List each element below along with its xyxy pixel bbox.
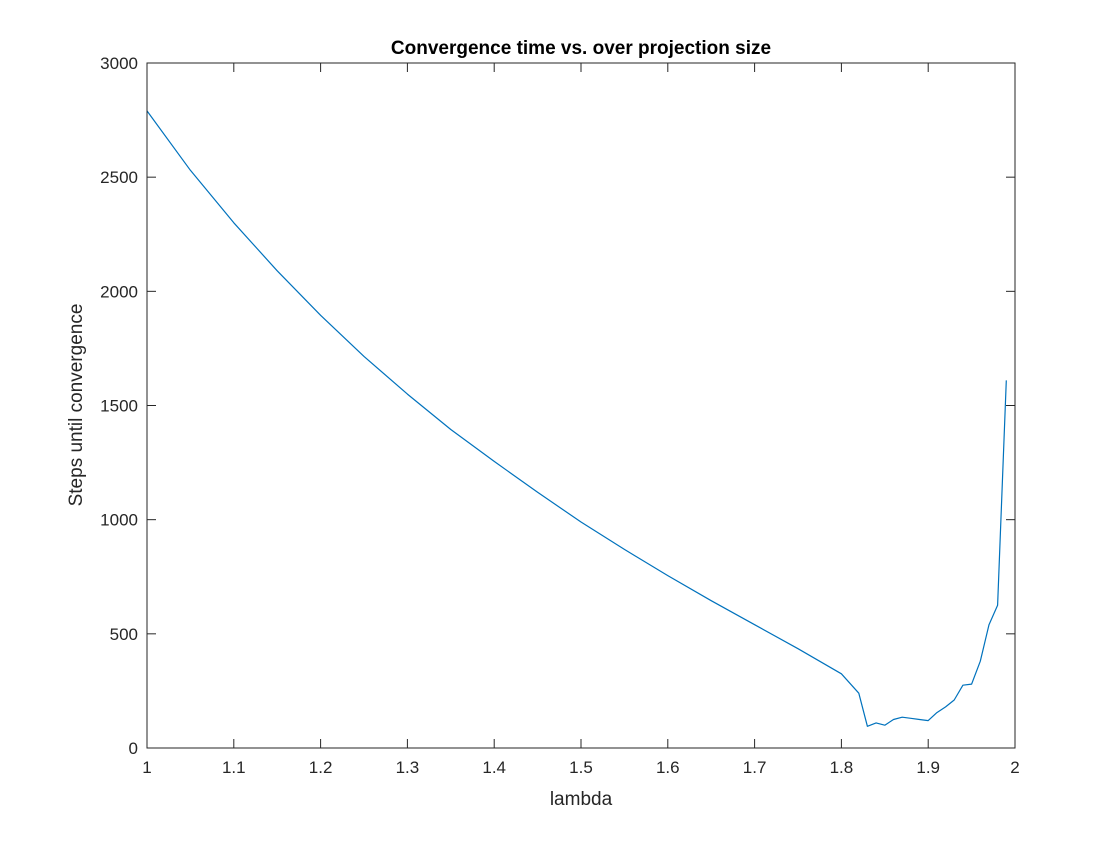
- chart-title: Convergence time vs. over projection siz…: [391, 38, 771, 59]
- x-tick-label: 1.8: [830, 758, 854, 777]
- y-tick-label: 1500: [100, 397, 138, 416]
- y-axis-label: Steps until convergence: [66, 304, 87, 507]
- x-tick-label: 1: [142, 758, 151, 777]
- x-tick-label: 1.2: [309, 758, 333, 777]
- axis-ticks: 1 1.1 1.2 1.3 1.4 1.5 1.6 1.7 1.8 1.9 2 0 500 1000 150…: [100, 54, 1020, 777]
- x-tick-label: 1.4: [482, 758, 506, 777]
- x-axis-label: lambda: [550, 789, 613, 810]
- axes-box: [146, 62, 1016, 749]
- y-tick-label: 500: [110, 625, 138, 644]
- plot-area: [147, 63, 1015, 748]
- y-tick-label: 0: [129, 739, 138, 758]
- x-tick-label: 1.6: [656, 758, 680, 777]
- x-tick-label: 1.9: [916, 758, 940, 777]
- x-tick-label: 1.7: [743, 758, 767, 777]
- y-tick-label: 1000: [100, 511, 138, 530]
- x-tick-label: 2: [1010, 758, 1019, 777]
- series-layer: [146, 110, 1007, 727]
- x-tick-label: 1.1: [222, 758, 246, 777]
- x-tick-label: 1.5: [569, 758, 593, 777]
- x-tick-label: 1.3: [396, 758, 420, 777]
- y-tick-label: 3000: [100, 54, 138, 73]
- y-tick-label: 2500: [100, 168, 138, 187]
- series-line: [146, 110, 1007, 727]
- y-tick-label: 2000: [100, 282, 138, 301]
